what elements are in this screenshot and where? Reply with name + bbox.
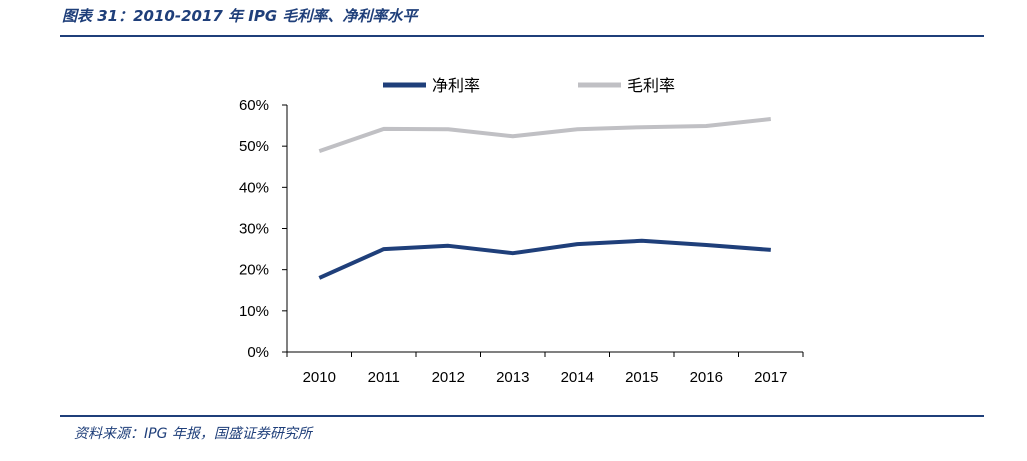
- x-tick-label: 2014: [561, 369, 594, 386]
- chart-series: [318, 117, 772, 280]
- y-tick-label: 60%: [239, 97, 269, 114]
- source-note: 资料来源：IPG 年报，国盛证券研究所: [74, 426, 312, 442]
- y-tick-label: 10%: [239, 303, 269, 320]
- series-line-net-margin: [318, 238, 771, 280]
- x-tick-label: 2016: [690, 369, 723, 386]
- y-tick-label: 40%: [239, 179, 269, 196]
- x-tick-label: 2013: [496, 369, 529, 386]
- x-tick-label: 2017: [754, 369, 787, 386]
- y-tick-label: 0%: [247, 344, 269, 361]
- figure-title: 图表 31：2010-2017 年 IPG 毛利率、净利率水平: [62, 7, 418, 25]
- x-tick-label: 2011: [368, 369, 400, 386]
- x-tick-label: 2012: [432, 369, 465, 386]
- x-tick-label: 2010: [303, 369, 336, 386]
- chart-legend: 净利率 毛利率: [383, 76, 675, 95]
- legend-label-gross-margin: 毛利率: [627, 76, 675, 95]
- chart-axes: 0% 10% 20% 30% 40% 50% 60% 2010 2011 2012 2013 2014…: [239, 97, 804, 386]
- legend-label-net-margin: 净利率: [432, 76, 480, 95]
- x-tick-label: 2015: [625, 369, 658, 386]
- y-tick-label: 20%: [239, 262, 269, 279]
- y-tick-label: 30%: [239, 221, 269, 238]
- source-divider: [60, 415, 984, 417]
- series-line-gross-margin: [318, 117, 772, 153]
- title-divider: [60, 35, 984, 37]
- y-tick-label: 50%: [239, 138, 269, 155]
